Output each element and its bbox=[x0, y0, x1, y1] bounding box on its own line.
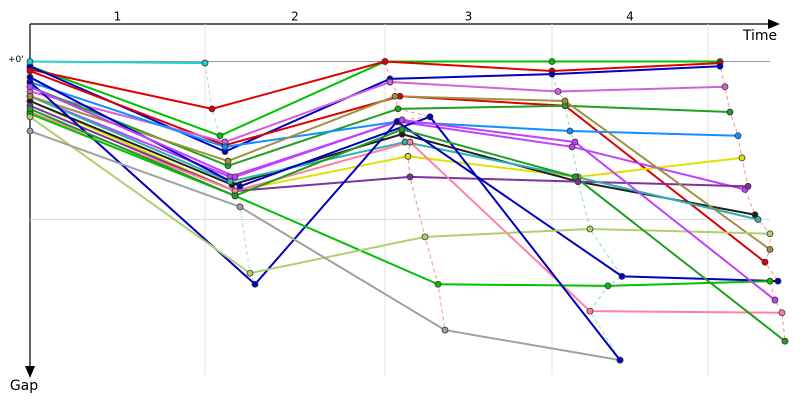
point-marker bbox=[426, 113, 434, 121]
point-marker bbox=[231, 192, 239, 200]
point-marker bbox=[441, 326, 449, 334]
point-marker bbox=[208, 105, 216, 113]
x-axis-arrow bbox=[768, 19, 780, 29]
point-marker bbox=[766, 230, 774, 238]
point-marker bbox=[566, 127, 574, 135]
point-marker bbox=[236, 203, 244, 211]
point-marker bbox=[246, 269, 254, 277]
point-marker bbox=[721, 83, 729, 91]
point-marker bbox=[224, 157, 232, 165]
series-line bbox=[29, 60, 206, 65]
point-marker bbox=[406, 173, 414, 181]
point-marker bbox=[604, 282, 612, 290]
point-marker bbox=[406, 138, 414, 146]
point-marker bbox=[404, 152, 412, 160]
point-marker bbox=[716, 62, 724, 70]
x-axis-label: Time bbox=[742, 28, 777, 44]
point-marker bbox=[778, 309, 786, 317]
point-marker bbox=[771, 296, 779, 304]
y-axis-label: Gap bbox=[10, 378, 38, 394]
series-line bbox=[29, 130, 621, 362]
point-marker bbox=[586, 307, 594, 315]
point-marker bbox=[26, 58, 34, 65]
lap-label: 2 bbox=[291, 10, 299, 24]
point-marker bbox=[26, 92, 34, 100]
point-marker bbox=[26, 67, 34, 75]
lap-label: 1 bbox=[114, 10, 122, 24]
point-marker bbox=[571, 138, 579, 146]
point-marker bbox=[381, 58, 389, 65]
point-marker bbox=[26, 127, 34, 135]
point-marker bbox=[231, 173, 239, 181]
point-marker bbox=[421, 233, 429, 241]
point-marker bbox=[734, 132, 742, 140]
point-marker bbox=[561, 97, 569, 105]
y-tick-label: +0' bbox=[8, 55, 24, 65]
point-marker bbox=[586, 225, 594, 233]
point-marker bbox=[26, 83, 34, 91]
point-marker bbox=[201, 59, 209, 67]
point-marker bbox=[398, 116, 406, 124]
point-marker bbox=[548, 70, 556, 78]
point-marker bbox=[391, 92, 399, 100]
point-marker bbox=[726, 108, 734, 116]
point-marker bbox=[26, 113, 34, 121]
point-marker bbox=[744, 182, 752, 190]
point-marker bbox=[568, 143, 576, 151]
point-marker bbox=[754, 216, 762, 223]
point-marker bbox=[548, 58, 556, 65]
y-axis-arrow bbox=[25, 366, 35, 378]
point-marker bbox=[616, 356, 624, 364]
point-marker bbox=[434, 280, 442, 288]
lap-label: 3 bbox=[465, 10, 473, 24]
point-marker bbox=[236, 182, 244, 190]
point-marker bbox=[26, 105, 34, 113]
point-marker bbox=[766, 246, 774, 253]
point-marker bbox=[761, 258, 769, 266]
series-line bbox=[29, 112, 771, 287]
point-marker bbox=[781, 337, 789, 345]
point-marker bbox=[618, 272, 626, 280]
point-marker bbox=[251, 280, 259, 288]
point-marker bbox=[221, 143, 229, 151]
point-marker bbox=[554, 88, 562, 95]
point-marker bbox=[738, 154, 746, 162]
point-marker bbox=[216, 132, 224, 140]
point-marker bbox=[774, 277, 782, 285]
lap-connector bbox=[384, 61, 446, 331]
series-line bbox=[29, 76, 621, 361]
point-marker bbox=[751, 211, 759, 219]
point-marker bbox=[571, 173, 579, 181]
lap-label: 4 bbox=[626, 10, 634, 24]
point-marker bbox=[386, 78, 394, 86]
point-marker bbox=[226, 178, 234, 185]
point-marker bbox=[26, 73, 34, 81]
point-marker bbox=[766, 277, 774, 285]
point-marker bbox=[394, 105, 402, 113]
point-marker bbox=[398, 126, 406, 133]
